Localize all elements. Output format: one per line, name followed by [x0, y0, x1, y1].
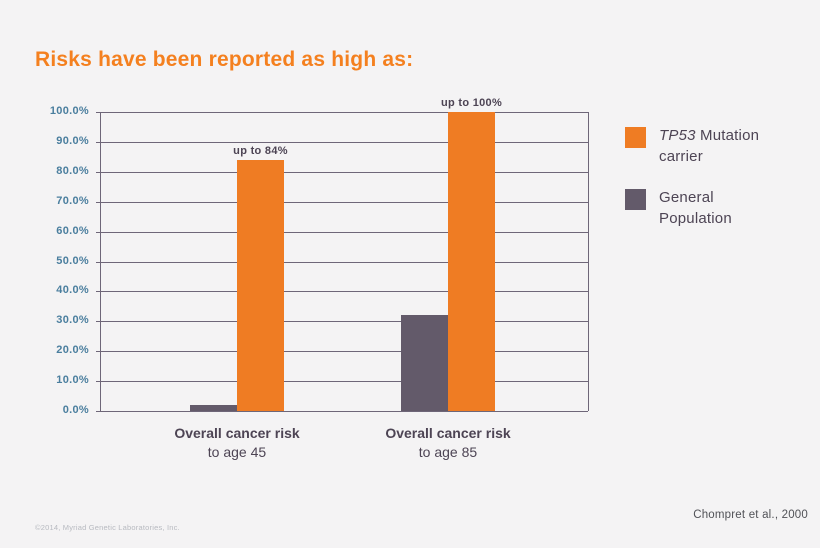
axis-tick	[96, 201, 101, 203]
axis-tick	[96, 411, 101, 412]
gridline	[101, 112, 588, 113]
gridline	[101, 351, 588, 353]
gridline	[101, 381, 588, 383]
category-subtitle: to age 85	[418, 444, 478, 460]
axis-tick	[96, 231, 101, 233]
bar-general-population-group1	[190, 405, 237, 411]
y-axis-tick-label: 80.0%	[56, 164, 89, 177]
gridline	[101, 261, 588, 263]
bar-tp53-group2	[448, 112, 495, 411]
axis-tick	[96, 381, 101, 383]
gridline	[101, 141, 588, 143]
citation-text: Chompret et al., 2000	[693, 509, 808, 521]
gridline	[101, 171, 588, 173]
axis-tick	[96, 141, 101, 143]
legend-item: TP53 Mutation carrier	[625, 127, 787, 167]
plot-area: 100.0% 90.0% 80.0% 70.0% 60.0% 50.0% 40.0% 30.0…	[50, 97, 589, 460]
bar-general-population-group2	[401, 315, 448, 411]
axis-tick	[96, 171, 101, 173]
legend-swatch	[625, 127, 646, 148]
legend-label: TP53 Mutation carrier	[659, 127, 760, 165]
bar-value-annotation: up to 84%	[233, 144, 288, 157]
axis-tick	[96, 261, 101, 263]
chart-legend: TP53 Mutation carrier General Population	[625, 127, 787, 251]
gridline	[101, 321, 588, 323]
legend-label-italic: TP53	[659, 127, 696, 144]
y-axis-tick-label: 0.0%	[62, 404, 89, 416]
y-axis-tick-label: 40.0%	[56, 284, 89, 297]
y-axis-tick-label: 30.0%	[56, 314, 89, 327]
category-title: Overall cancer risk	[385, 425, 511, 441]
category-title: Overall cancer risk	[174, 425, 300, 441]
legend-swatch	[625, 189, 646, 210]
axis-tick	[96, 351, 101, 353]
y-axis-tick-label: 90.0%	[56, 134, 89, 147]
category-subtitle: to age 45	[207, 444, 267, 460]
axis-tick	[96, 112, 101, 113]
axis-tick	[96, 321, 101, 323]
gridline	[101, 231, 588, 233]
y-axis-tick-label: 20.0%	[56, 344, 89, 357]
gridline	[101, 411, 588, 412]
y-axis-tick-label: 50.0%	[56, 254, 89, 267]
y-axis-tick-label: 60.0%	[56, 224, 89, 237]
y-axis-tick-label: 100.0%	[49, 105, 89, 117]
legend-item: General Population	[625, 189, 787, 229]
copyright-text: ©2014, Myriad Genetic Laboratories, Inc.	[35, 523, 180, 532]
x-axis-category-label: Overall cancer risk to age 85	[385, 424, 510, 462]
y-axis-tick-label: 70.0%	[56, 194, 89, 207]
axis-tick	[96, 291, 101, 293]
page-title: Risks have been reported as high as:	[35, 48, 414, 72]
bar-value-annotation: up to 100%	[440, 97, 503, 109]
gridline	[101, 291, 588, 293]
gridline	[101, 201, 588, 203]
y-axis-tick-label: 10.0%	[56, 374, 89, 387]
legend-label: General Population	[659, 189, 732, 227]
bar-tp53-group1	[237, 159, 284, 411]
x-axis-category-label: Overall cancer risk to age 45	[174, 424, 299, 462]
